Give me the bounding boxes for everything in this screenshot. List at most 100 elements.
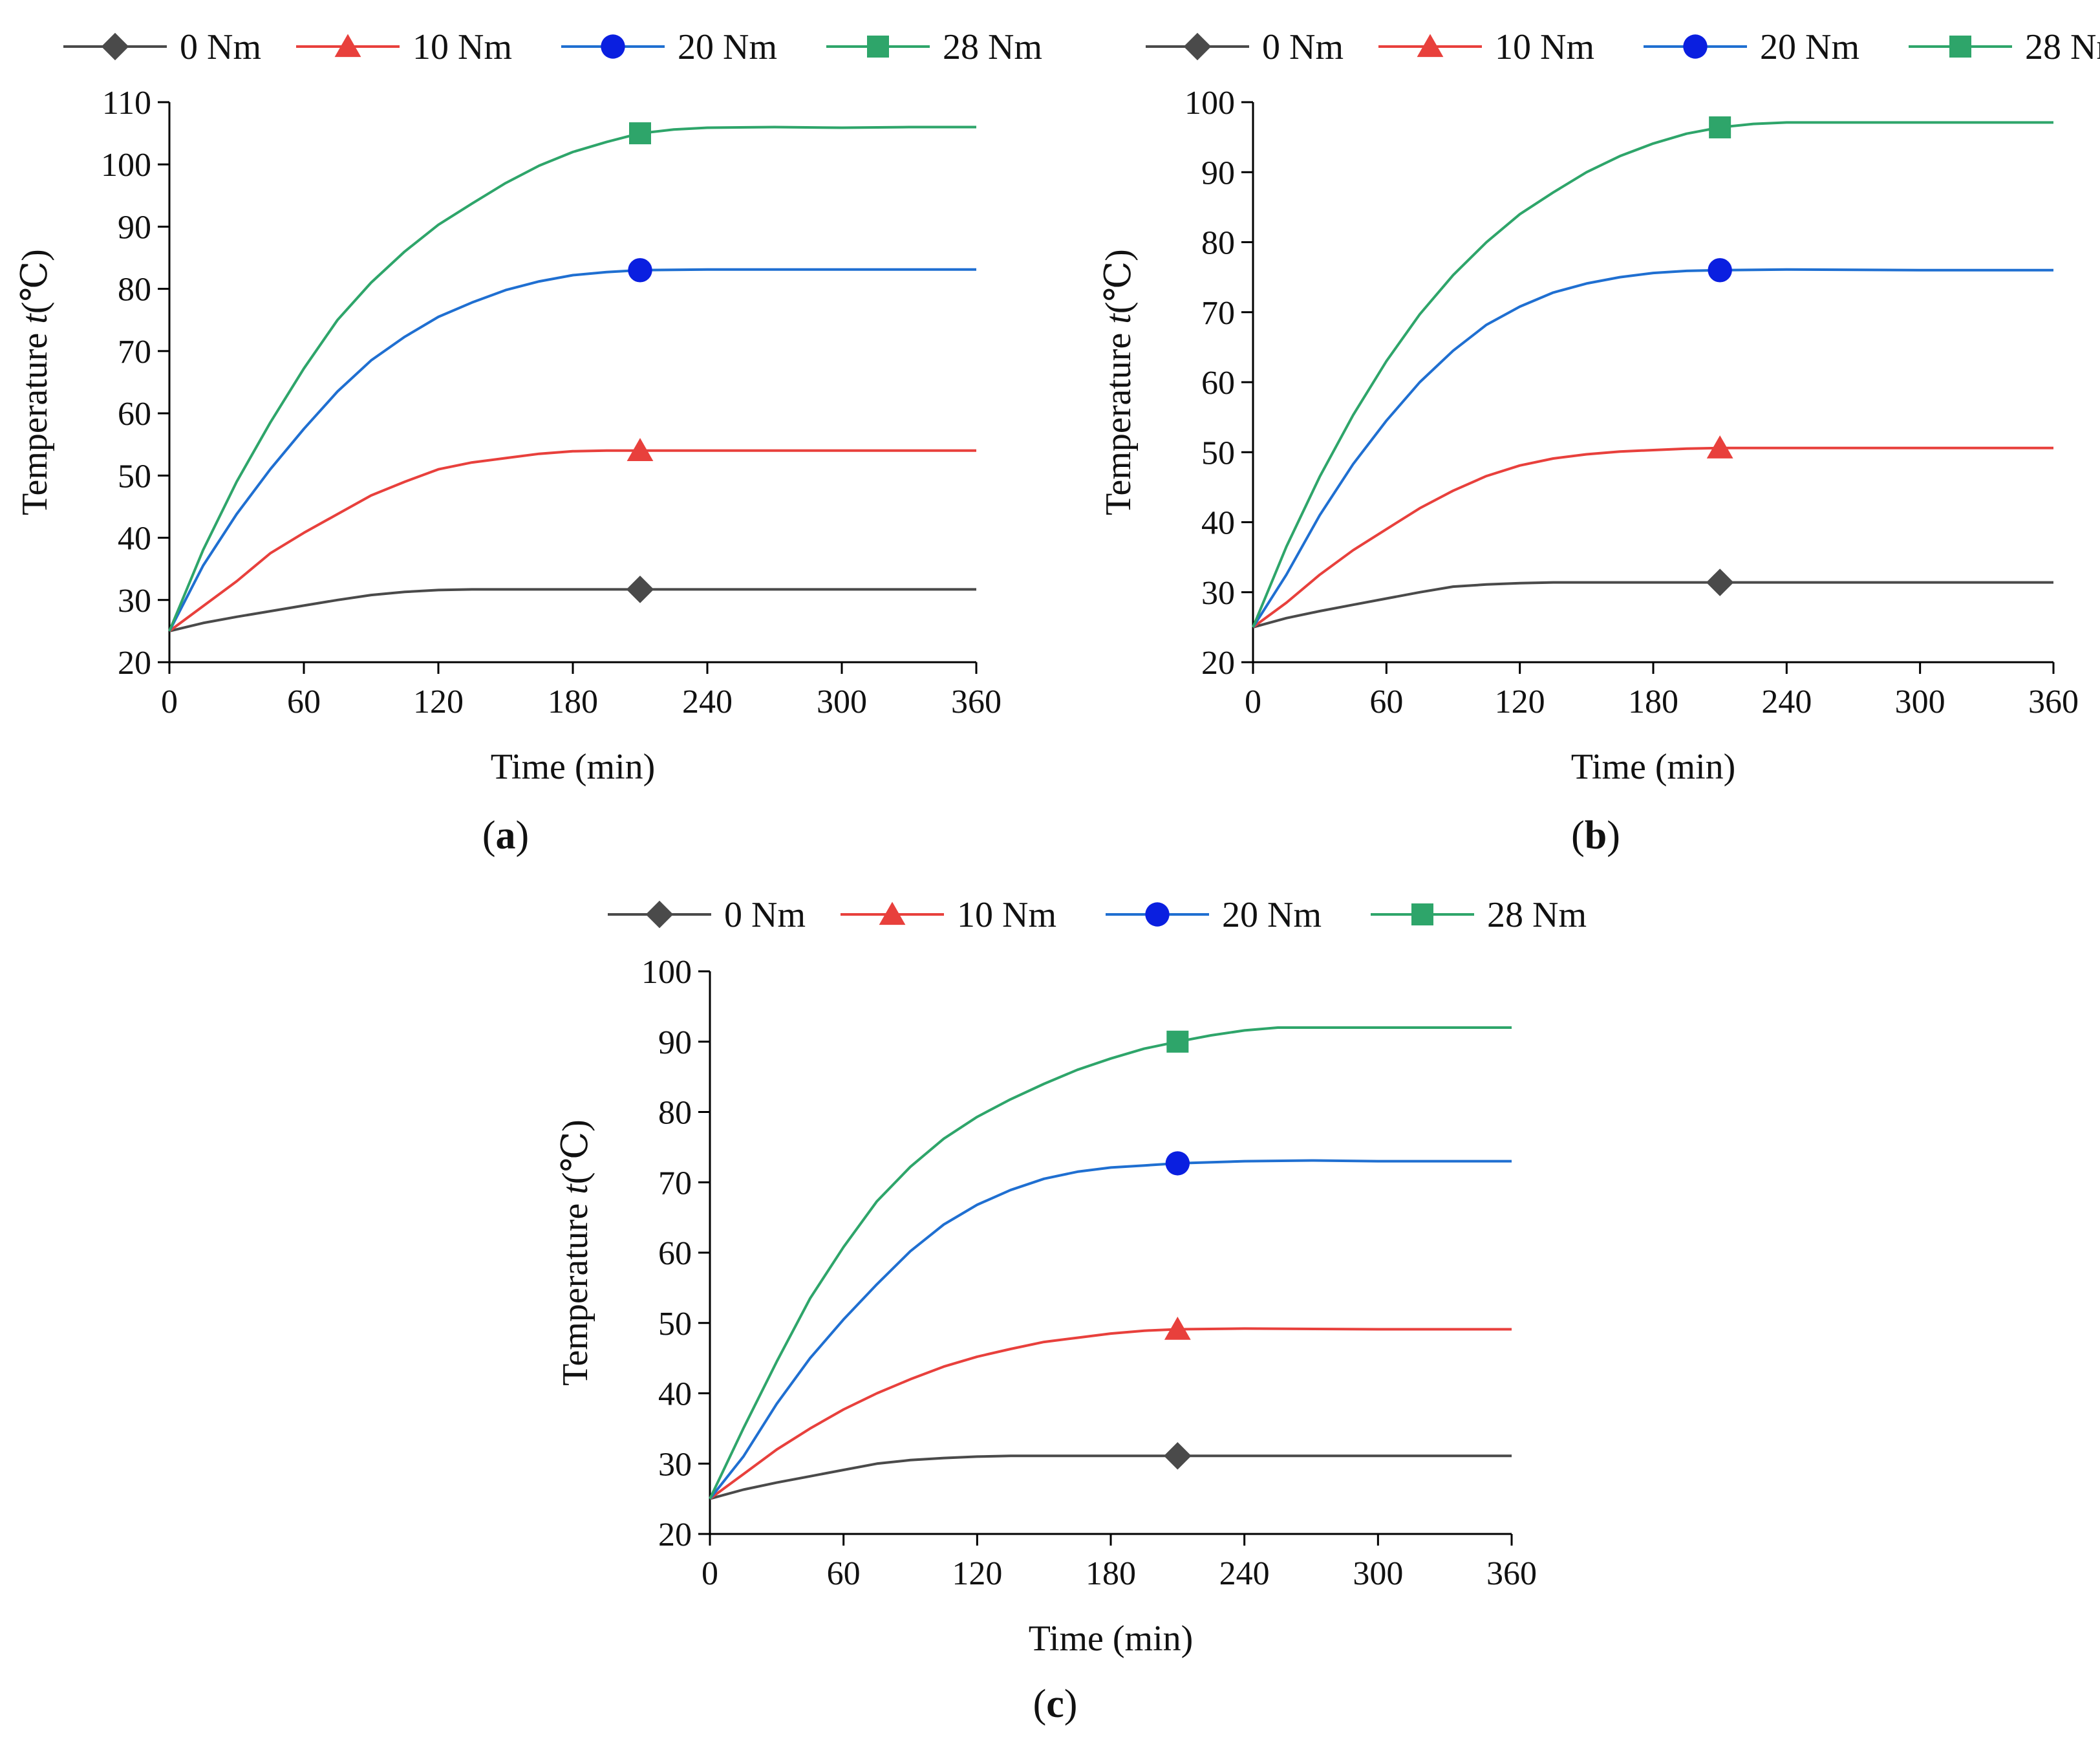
y-tick-label: 50 [118,458,151,495]
y-axis-label: Temperature t(℃) [555,1119,595,1386]
y-tick-label: 60 [658,1235,692,1272]
data-point-marker [1709,116,1731,138]
y-axis-label: Temperature t(℃) [1098,249,1139,515]
legend-label: 20 Nm [1222,895,1322,935]
y-axis-label-prefix: Temperature [555,1194,595,1386]
series-20-nm [1252,258,2053,628]
legend-marker [1183,32,1212,61]
legend-marker [1411,903,1433,925]
chart-panel-3: 0 Nm 10 Nm 20 Nm 28 Nm 0 60 120 180 240 300 360 20 3… [555,895,1587,1726]
legend-label: 28 Nm [943,27,1042,67]
legend-label: 28 Nm [1487,895,1587,935]
y-axis-label-prefix: Temperature [15,324,55,515]
x-tick-label: 180 [1086,1555,1136,1592]
x-tick-label: 0 [161,684,178,720]
x-tick-label: 240 [1761,684,1812,720]
y-tick-label: 80 [1201,225,1235,262]
legend-item: 0 Nm [608,895,806,935]
legend-marker [1949,36,1971,58]
y-tick-label: 80 [118,272,151,308]
y-tick-label: 30 [1201,575,1235,612]
data-point-marker [1708,258,1732,283]
series-line [1252,121,2053,628]
series-20-nm [709,1151,1512,1500]
data-point-marker [628,258,652,283]
legend-item: 20 Nm [561,27,777,67]
legend-label: 0 Nm [724,895,806,935]
chart-panel-2: 0 Nm 10 Nm 20 Nm 28 Nm 0 60 120 180 240 300 360 20 3… [1098,27,2100,858]
y-tick-label: 40 [118,521,151,557]
data-point-marker [1706,568,1734,596]
y-tick-label: 100 [641,954,692,991]
legend-marker [1683,34,1708,59]
y-tick-label: 50 [658,1306,692,1343]
y-axis-label-var: t [15,313,55,324]
y-tick-label: 100 [1184,85,1235,122]
x-tick-label: 360 [1486,1555,1537,1592]
y-axis-label-unit: (℃) [555,1119,595,1184]
x-tick-label: 240 [1219,1555,1270,1592]
y-axis-label: Temperature t(℃) [15,249,55,515]
data-point-marker [1165,1151,1190,1176]
series-10-nm [709,1316,1512,1500]
y-tick-label: 60 [1201,365,1235,402]
series-10-nm [168,438,976,632]
series-0-nm [1252,568,2053,629]
series-20-nm [168,258,976,632]
y-tick-label: 110 [102,85,151,122]
legend-label: 28 Nm [2025,27,2100,67]
y-tick-label: 60 [118,396,151,433]
x-tick-label: 60 [1369,684,1403,720]
series-line [168,125,976,632]
x-tick-label: 60 [287,684,321,720]
y-tick-label: 40 [1201,505,1235,542]
y-tick-label: 90 [658,1024,692,1061]
data-point-marker [1164,1442,1192,1470]
x-tick-label: 120 [952,1555,1002,1592]
series-0-nm [169,576,976,632]
y-tick-label: 70 [118,334,151,371]
x-tick-label: 120 [413,684,464,720]
legend-item: 10 Nm [1378,27,1594,67]
x-tick-label: 0 [1245,684,1261,720]
panel-label: (a) [482,814,529,858]
legend-marker [101,32,129,61]
y-axis-label-unit: (℃) [15,249,55,314]
legend: 0 Nm 10 Nm 20 Nm 28 Nm [1146,27,2100,67]
y-tick-label: 90 [118,209,151,246]
legend-marker [1417,34,1444,58]
series-28-nm [1252,116,2053,628]
x-tick-label: 360 [951,684,1002,720]
series-line [1252,581,2053,629]
data-point-marker [626,576,654,603]
chart-panel-1: 0 Nm 10 Nm 20 Nm 28 Nm 0 60 120 180 240 300 360 20 3… [15,27,1042,858]
y-tick-label: 40 [658,1376,692,1413]
y-tick-label: 100 [101,147,151,184]
legend-label: 20 Nm [1760,27,1859,67]
y-tick-label: 20 [118,645,151,682]
x-axis-label: Time (min) [1029,1619,1194,1659]
series-line [168,449,976,632]
legend-marker [1145,902,1170,927]
x-tick-label: 0 [702,1555,718,1592]
x-tick-label: 240 [682,684,733,720]
series-0-nm [709,1442,1512,1500]
legend-item: 28 Nm [826,27,1042,67]
x-axis-label: Time (min) [1571,747,1736,787]
legend-marker [601,34,625,59]
x-tick-label: 180 [548,684,598,720]
axes: 0 60 120 180 240 300 360 20 30 40 50 60 70 80 90 100 [641,954,1537,1592]
axes: 0 60 120 180 240 300 360 20 30 40 50 60 70 80 90 100 [1184,85,2079,720]
series-line [1252,446,2053,629]
y-tick-label: 70 [1201,295,1235,332]
data-point-marker [1164,1316,1191,1340]
x-tick-label: 360 [2028,684,2079,720]
y-tick-label: 30 [118,583,151,620]
legend: 0 Nm 10 Nm 20 Nm 28 Nm [608,895,1587,935]
data-point-marker [1706,435,1733,459]
series-28-nm [709,1026,1512,1500]
y-axis-label-unit: (℃) [1098,249,1139,314]
x-tick-label: 180 [1628,684,1678,720]
x-tick-label: 300 [1353,1555,1403,1592]
x-axis-label: Time (min) [491,747,656,787]
